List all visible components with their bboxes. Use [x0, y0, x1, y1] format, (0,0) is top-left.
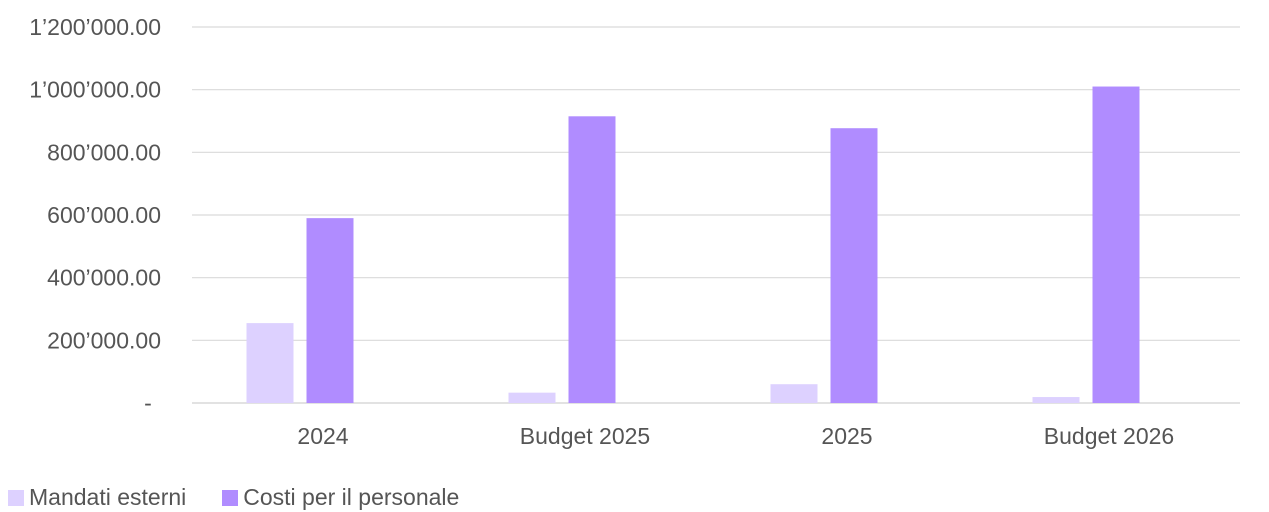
x-tick-label: Budget 2025	[520, 423, 650, 449]
y-tick-label: 1’200’000.00	[29, 14, 161, 40]
x-axis: 2024 Budget 2025 2025 Budget 2026	[297, 423, 1174, 449]
legend-item-mandati-esterni: Mandati esterni	[8, 484, 186, 511]
bar-mandati-esterni-3	[1032, 397, 1080, 403]
legend-label-mandati-esterni: Mandati esterni	[29, 484, 187, 510]
y-axis: - 200’000.00 400’000.00 600’000.00 800’000.0…	[29, 14, 161, 416]
bar-costi-personale-2	[830, 128, 878, 403]
bar-costi-personale-1	[568, 116, 616, 404]
x-tick-label: 2024	[297, 423, 348, 449]
bar-mandati-esterni-2	[770, 384, 818, 403]
y-tick-label: 1’000’000.00	[29, 77, 161, 103]
y-tick-label: 200’000.00	[47, 327, 161, 353]
legend-swatch-costi-personale	[222, 489, 239, 506]
bar-costi-personale-3	[1092, 86, 1140, 404]
y-tick-label: 600’000.00	[47, 202, 161, 228]
bar-costi-personale-0	[306, 218, 354, 403]
legend-item-costi-personale: Costi per il personale	[222, 484, 459, 511]
legend: Mandati esterni Costi per il personale	[8, 484, 495, 511]
x-tick-label: 2025	[821, 423, 872, 449]
bar-mandati-esterni-0	[246, 323, 294, 403]
bar-mandati-esterni-1	[508, 392, 556, 403]
x-tick-label: Budget 2026	[1044, 423, 1174, 449]
legend-label-costi-personale: Costi per il personale	[243, 484, 460, 510]
bars	[246, 86, 1140, 404]
legend-swatch-mandati-esterni	[8, 489, 24, 506]
y-tick-label: 400’000.00	[47, 265, 161, 291]
bar-chart: - 200’000.00 400’000.00 600’000.00 800’000.0…	[29, 14, 1240, 449]
y-tick-label: 800’000.00	[47, 139, 161, 165]
y-tick-label: -	[144, 390, 152, 416]
